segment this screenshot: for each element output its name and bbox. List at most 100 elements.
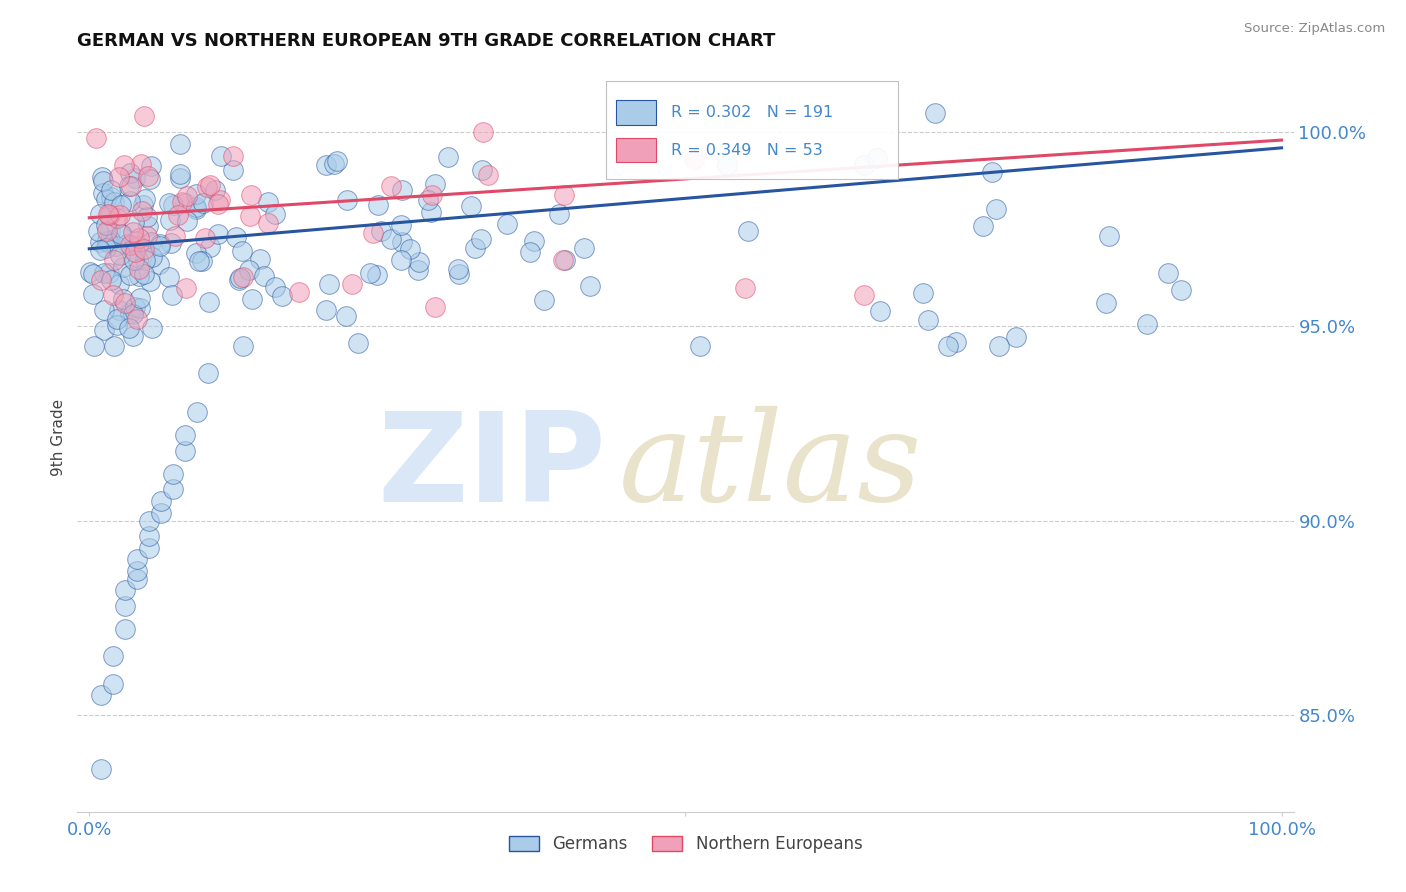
Point [336,193,359,207]
Point [100,190,122,204]
Point [125,564,148,578]
Point [917,313,939,327]
Point [108,169,131,184]
Point [869,304,891,318]
Point [118,268,141,283]
Point [127,238,149,252]
Point [423,300,446,314]
Text: ZIP: ZIP [378,407,606,527]
Point [335,309,357,323]
Point [108,302,131,317]
Point [195,180,218,194]
Point [204,183,226,197]
Point [114,599,136,613]
Point [98,233,121,247]
Point [114,622,136,636]
Point [149,236,172,251]
Point [408,254,430,268]
Point [340,277,363,291]
Point [496,217,519,231]
Point [472,125,495,139]
Point [89,207,111,221]
Point [96,224,118,238]
Point [176,214,198,228]
Point [173,428,195,442]
Point [866,151,889,165]
Point [716,158,738,172]
Point [288,285,311,299]
Point [366,268,388,283]
Point [136,228,159,243]
Point [173,443,195,458]
Point [209,149,232,163]
Point [423,177,446,191]
Point [936,339,959,353]
Point [198,240,221,254]
Point [249,252,271,267]
Point [138,514,160,528]
Point [207,197,229,211]
Point [1005,329,1028,343]
Point [108,277,131,291]
Point [361,226,384,240]
Point [108,248,131,262]
Point [187,254,209,268]
Point [533,293,555,308]
Point [122,252,145,267]
Point [98,208,121,222]
Point [420,204,443,219]
Point [853,288,876,302]
Point [124,234,146,248]
Point [96,192,118,206]
Point [82,286,104,301]
FancyBboxPatch shape [616,137,657,162]
Point [132,267,155,281]
Point [264,280,287,294]
Point [136,219,159,234]
Point [682,153,704,167]
Point [436,150,458,164]
Point [191,253,214,268]
Point [112,260,135,275]
Point [121,242,143,256]
Point [124,171,146,186]
Point [111,227,134,241]
Point [141,321,163,335]
Point [97,235,120,250]
Point [131,203,153,218]
Point [391,235,413,250]
Point [128,269,150,284]
Point [578,279,600,293]
Point [91,170,114,185]
Point [477,168,499,182]
Point [122,329,145,343]
Point [110,227,132,242]
Point [547,207,569,221]
Point [138,529,160,543]
Point [231,244,253,258]
Point [239,209,262,223]
Point [103,339,125,353]
Point [270,289,292,303]
Point [139,274,162,288]
Point [134,110,156,124]
Point [170,194,193,209]
Point [121,225,143,239]
Point [105,311,128,326]
Point [389,253,412,268]
Point [138,172,160,186]
Point [464,241,486,255]
Point [93,302,115,317]
Point [112,292,135,306]
Point [176,189,198,203]
Point [128,301,150,315]
Point [737,224,759,238]
Point [1136,317,1159,331]
Point [93,323,115,337]
Point [105,211,128,226]
Point [79,265,101,279]
Point [169,171,191,186]
Point [82,268,104,282]
Point [122,307,145,321]
Point [184,200,207,214]
